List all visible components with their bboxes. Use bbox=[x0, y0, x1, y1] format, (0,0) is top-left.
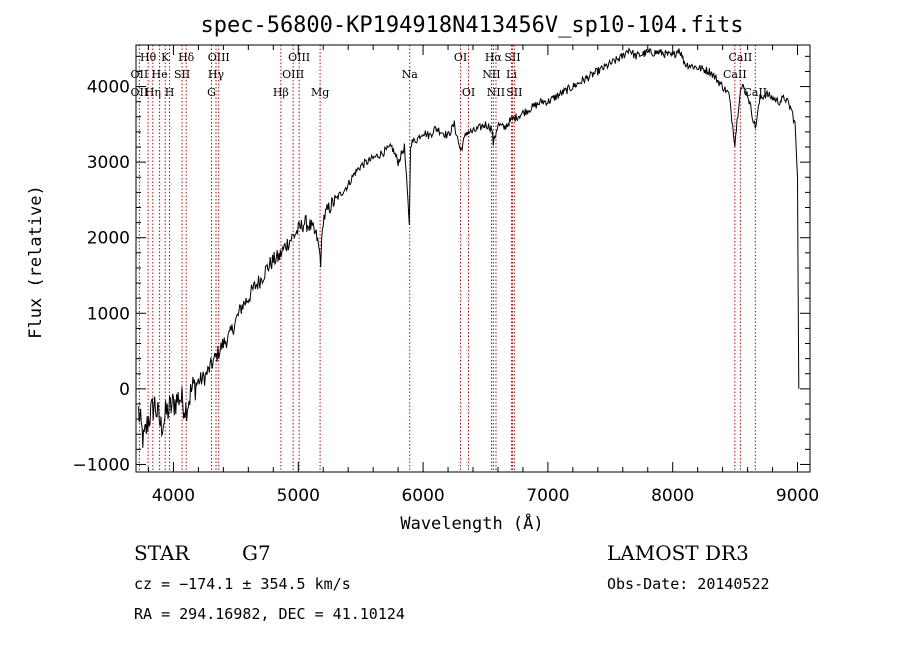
spectral-line-label: Hβ bbox=[273, 86, 289, 99]
spectral-line-label: CaII bbox=[743, 86, 767, 99]
spectral-line-label: He bbox=[152, 68, 168, 81]
x-tick-label: 9000 bbox=[776, 486, 819, 506]
series-layer bbox=[138, 47, 800, 448]
x-tick-label: 7000 bbox=[526, 486, 569, 506]
x-tick-label: 4000 bbox=[152, 486, 195, 506]
plot-frame bbox=[135, 44, 811, 473]
spectral-line-label: OIII bbox=[282, 68, 304, 81]
spectral-line-label: SII bbox=[174, 68, 190, 81]
spectral-line-label: G bbox=[207, 86, 216, 99]
spectral-line-label: CaII bbox=[723, 68, 747, 81]
spectral-line-label: K bbox=[161, 51, 170, 64]
x-axis-ticks: 4000 5000 6000 7000 8000 9000 bbox=[147, 45, 819, 506]
spectral-line-label: CaII bbox=[729, 51, 753, 64]
x-tick-label: 5000 bbox=[277, 486, 320, 506]
y-tick-label: 4000 bbox=[87, 78, 130, 98]
y-axis-ticks: −1000 0 1000 2000 3000 4000 bbox=[72, 55, 810, 475]
coordinates-text: RA = 294.16982, DEC = 41.10124 bbox=[134, 605, 405, 623]
object-subclass: G7 bbox=[242, 541, 271, 565]
spectral-line-label: OI bbox=[454, 51, 467, 64]
spectral-line-markers bbox=[138, 45, 756, 472]
spectral-line-label: SII bbox=[506, 86, 522, 99]
spectral-line-label: Li bbox=[506, 68, 517, 81]
redshift-text: cz = −174.1 ± 354.5 km/s bbox=[134, 575, 351, 593]
x-tick-label: 8000 bbox=[651, 486, 694, 506]
y-tick-label: 3000 bbox=[87, 153, 130, 173]
survey-name: LAMOST DR3 bbox=[607, 541, 749, 565]
spectral-line-label: Hγ bbox=[208, 68, 225, 81]
spectral-line-label: NII bbox=[482, 68, 500, 81]
spectral-line-label: Hη bbox=[145, 86, 161, 99]
spectral-line-label: Hθ bbox=[140, 51, 157, 64]
spectral-line-label: OIII bbox=[208, 51, 230, 64]
spectrum-series-line bbox=[138, 47, 800, 448]
y-axis-label: Flux (relative) bbox=[26, 185, 46, 339]
spectral-line-label: OI bbox=[462, 86, 475, 99]
spectral-line-label: H bbox=[165, 86, 175, 99]
spectral-line-label: SII bbox=[504, 51, 520, 64]
spectral-line-label: OIII bbox=[288, 51, 310, 64]
spectral-line-label: Mg bbox=[311, 86, 329, 99]
spectral-line-label: OII bbox=[131, 68, 149, 81]
object-class: STAR bbox=[134, 541, 190, 565]
obs-date-text: Obs-Date: 20140522 bbox=[607, 575, 770, 593]
x-tick-label: 6000 bbox=[401, 486, 444, 506]
spectral-line-label: OII bbox=[131, 86, 149, 99]
spectral-line-label: NII bbox=[487, 86, 505, 99]
y-tick-label: 1000 bbox=[87, 304, 130, 324]
spectral-line-label: Hα bbox=[485, 51, 503, 64]
spectral-line-label: Na bbox=[402, 68, 419, 81]
y-tick-label: 2000 bbox=[87, 229, 130, 249]
y-tick-label: 0 bbox=[119, 380, 130, 400]
y-tick-label: −1000 bbox=[72, 455, 130, 475]
spectral-line-label: Hδ bbox=[178, 51, 195, 64]
x-axis-label: Wavelength (Å) bbox=[400, 512, 543, 534]
chart-title: spec-56800-KP194918N413456V_sp10-104.fit… bbox=[200, 13, 743, 38]
